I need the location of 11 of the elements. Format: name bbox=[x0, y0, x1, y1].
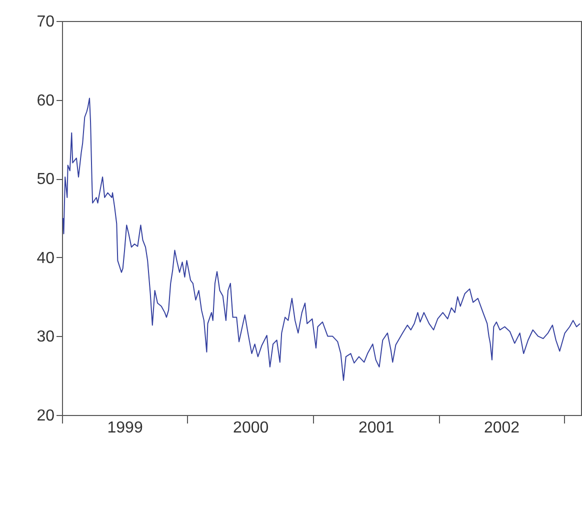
x-tick-label: 2002 bbox=[484, 420, 520, 436]
y-tick-label: 60 bbox=[36, 92, 55, 110]
y-tick-label: 20 bbox=[36, 408, 55, 424]
x-tick-label: 2001 bbox=[358, 420, 394, 436]
y-tick-label: 70 bbox=[36, 14, 55, 30]
line-series bbox=[62, 98, 580, 381]
y-tick-label: 50 bbox=[36, 171, 55, 188]
y-tick-label: 40 bbox=[36, 250, 55, 267]
x-tick-label: 1999 bbox=[107, 420, 143, 436]
y-tick-label: 30 bbox=[36, 328, 55, 346]
x-tick-label: 2000 bbox=[233, 420, 269, 436]
